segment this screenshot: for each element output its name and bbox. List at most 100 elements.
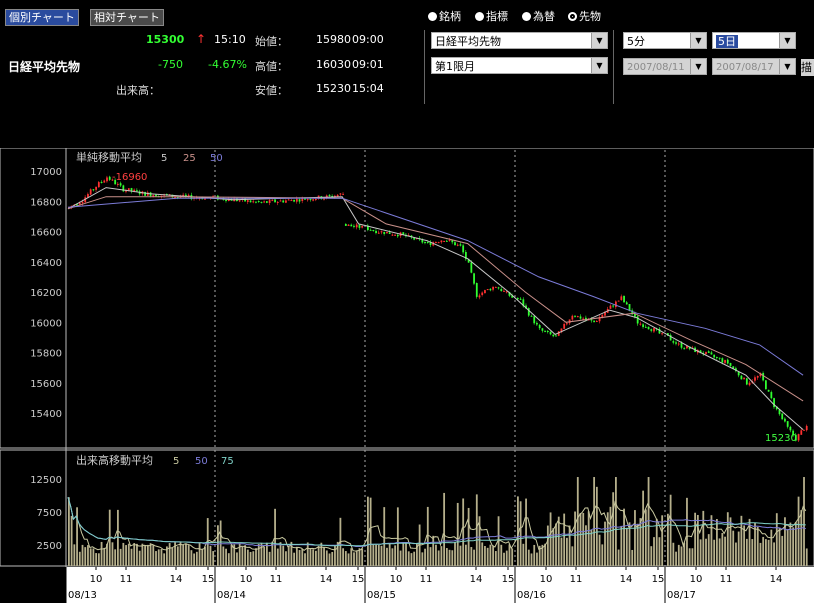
candle-body (375, 230, 377, 233)
volume-bar (279, 542, 282, 566)
candle-body (726, 359, 729, 364)
tab-relative-chart[interactable]: 相対チャート (90, 9, 164, 26)
volume-bar (407, 551, 410, 566)
volume-bar (770, 529, 773, 566)
volume-bar (729, 517, 732, 566)
candle-body (579, 316, 582, 319)
volume-bar (249, 551, 252, 566)
volume-bar (174, 542, 176, 566)
volume-bar (593, 477, 596, 566)
candle-body (127, 188, 130, 191)
price-panel-title: 単純移動平均 (76, 150, 142, 164)
candle-body (122, 185, 125, 192)
volume-bar (459, 545, 462, 566)
radio-futures[interactable]: 先物 (568, 8, 601, 24)
candle-body (623, 295, 625, 303)
ticker-name: 日経平均先物 (8, 60, 81, 74)
candle-body (604, 312, 606, 316)
candle-body (255, 201, 257, 203)
moving-average-line (67, 196, 804, 402)
volume-bar (68, 497, 70, 566)
volume-bar (732, 530, 735, 566)
volume-bar (268, 551, 271, 566)
candle-body (522, 299, 525, 307)
candle-body (429, 241, 432, 245)
candle-body (130, 188, 133, 192)
volume-bar (500, 544, 503, 566)
volume-bar (745, 538, 748, 566)
volume-bar (372, 544, 375, 566)
volume-bar (437, 550, 440, 566)
span-select[interactable]: 5日 ▼ (712, 32, 796, 49)
candle-body (492, 287, 495, 290)
volume-bar (767, 539, 770, 566)
volume-bar (355, 550, 358, 566)
x-hour-label: 10 (90, 574, 103, 585)
candle-body (276, 201, 279, 203)
candle-body (756, 376, 759, 378)
volume-bar (631, 549, 634, 566)
volume-bar (399, 550, 402, 566)
candle-body (538, 325, 541, 329)
candle-body (661, 333, 664, 335)
volume-bar (344, 551, 347, 566)
x-hour-label: 11 (420, 574, 433, 585)
volume-bar (141, 543, 144, 566)
candle-body (489, 288, 492, 291)
radio-forex[interactable]: 為替 (522, 8, 555, 24)
tab-individual-chart[interactable]: 個別チャート (5, 9, 79, 26)
candle-body (628, 304, 631, 311)
volume-bar (571, 546, 574, 566)
candle-body (672, 341, 675, 343)
instrument-select[interactable]: 日経平均先物 ▼ (431, 32, 608, 49)
volume-bar (517, 496, 519, 566)
price-tick-label: 16400 (30, 258, 62, 269)
volume-bar (125, 545, 127, 566)
candle-body (187, 194, 190, 197)
date-to-select[interactable]: 2007/08/17 ▼ (712, 58, 796, 75)
radio-stock[interactable]: 銘柄 (428, 8, 461, 24)
volume-tick-label: 2500 (37, 541, 62, 552)
candle-body (421, 239, 424, 243)
candle-body (560, 328, 563, 333)
candle-body (252, 201, 255, 203)
volume-bar (639, 518, 642, 566)
volume-bar (149, 543, 152, 566)
volume-bar (762, 536, 765, 566)
radio-label: 銘柄 (439, 10, 461, 23)
volume-bar (566, 537, 568, 566)
candle-body (448, 240, 451, 242)
candle-body (745, 378, 748, 385)
open-label: 始値： (255, 35, 288, 48)
candle-body (517, 298, 519, 300)
volume-bar (106, 543, 108, 566)
price-tick-label: 16000 (30, 318, 62, 329)
volume-bar (236, 552, 238, 566)
date-from-select[interactable]: 2007/08/11 ▼ (623, 58, 707, 75)
price-tick-label: 15800 (30, 349, 62, 360)
interval-select[interactable]: 5分 ▼ (623, 32, 707, 49)
candle-body (767, 389, 770, 392)
candle-body (100, 181, 103, 183)
volume-bar (784, 517, 786, 566)
candle-body (440, 240, 443, 243)
volume-bar (266, 542, 268, 566)
candle-body (290, 200, 293, 202)
volume-bar (489, 544, 492, 566)
candle-body (585, 317, 587, 320)
volume-bar (803, 477, 805, 566)
volume-bar (193, 553, 196, 566)
volume-bar (435, 544, 437, 566)
low-value: 15230 (316, 82, 351, 95)
volume-bar (315, 550, 317, 566)
volume-legend-item: 75 (221, 456, 234, 467)
candle-body (582, 318, 585, 320)
volume-bar (486, 547, 489, 566)
draw-button[interactable]: 描 (801, 59, 814, 76)
contract-select[interactable]: 第1限月 ▼ (431, 57, 608, 74)
candle-body (797, 434, 800, 441)
volume-bar (669, 494, 672, 566)
radio-index[interactable]: 指標 (475, 8, 508, 24)
volume-bar (448, 549, 451, 566)
x-hour-label: 15 (652, 574, 665, 585)
